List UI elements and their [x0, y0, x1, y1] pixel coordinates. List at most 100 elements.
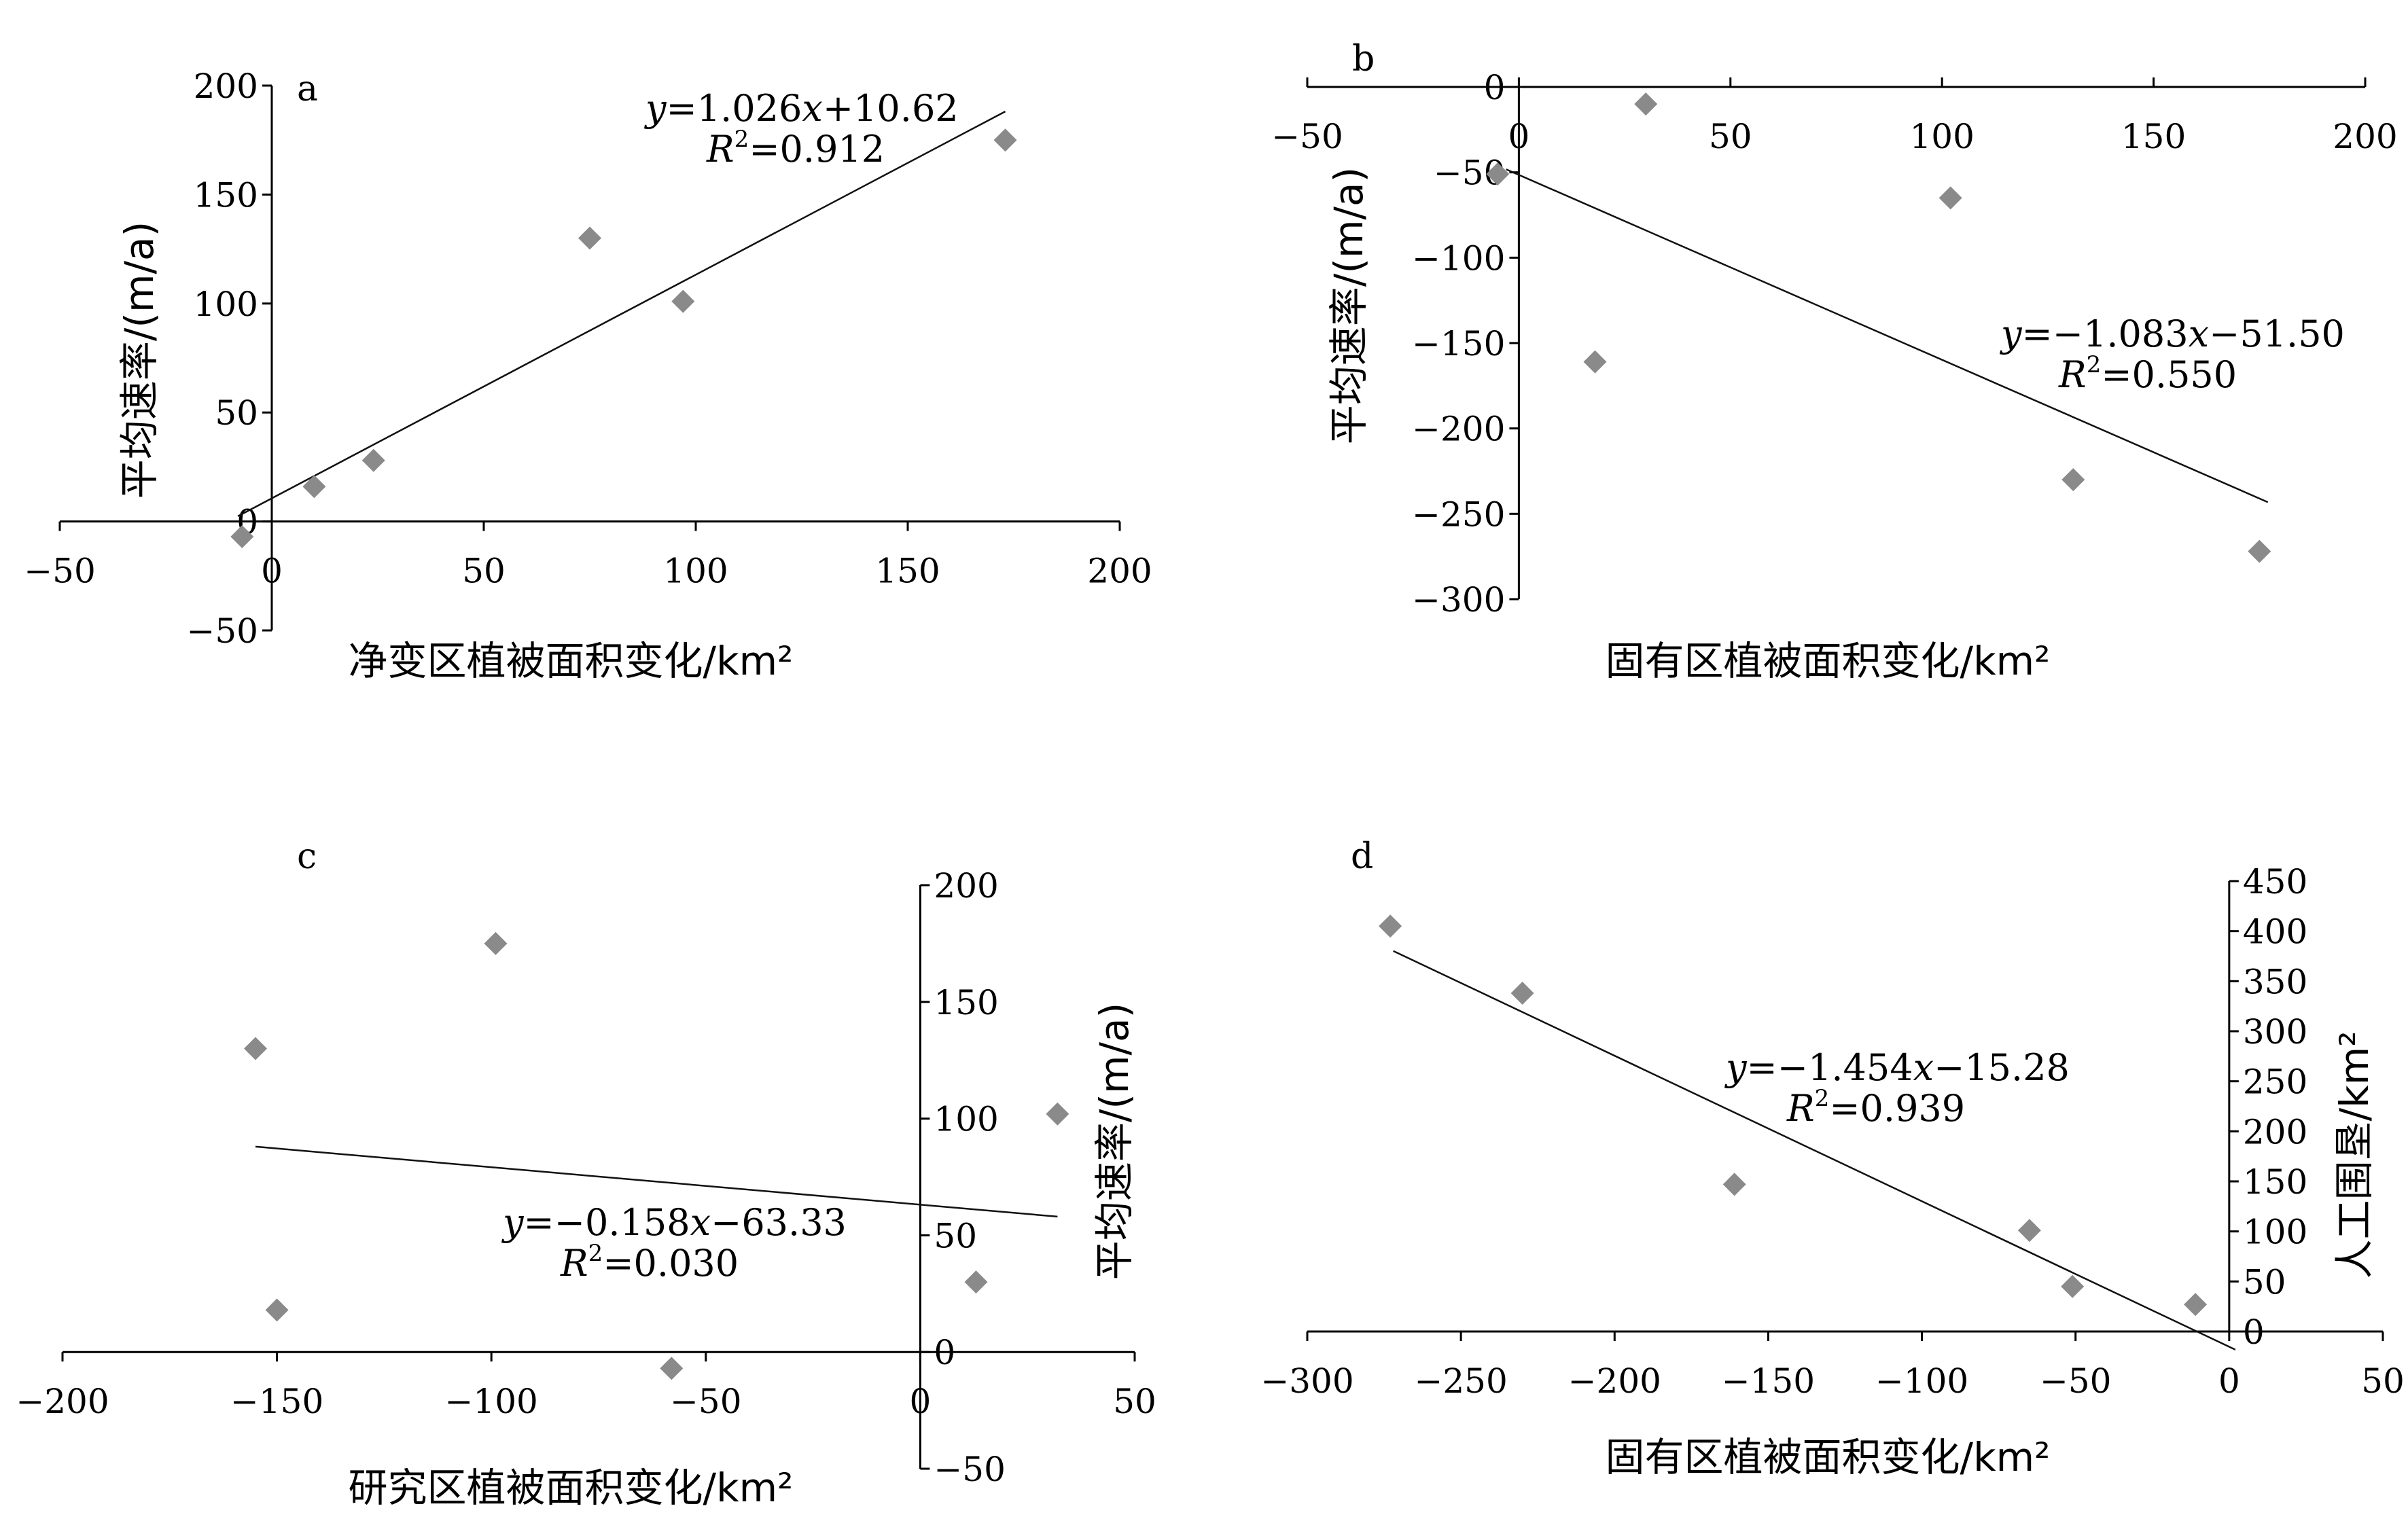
r2-sup: 2	[1815, 1085, 1830, 1112]
data-point	[1634, 92, 1658, 116]
x-tick-label: 0	[2218, 1361, 2240, 1401]
x-tick-label: 50	[2361, 1361, 2405, 1401]
x-tick-label: −50	[1271, 117, 1343, 156]
x-tick-label: −200	[16, 1382, 109, 1421]
y-tick-label: 350	[2243, 962, 2307, 1001]
x-tick-label: 100	[663, 552, 728, 591]
y-axis-title: 平均速率/(m/a)	[116, 221, 162, 499]
x-axis-title: 固有区植被面积变化/km²	[1606, 1434, 2051, 1480]
eq-x: x	[2189, 312, 2209, 355]
y-tick-label: 50	[934, 1216, 977, 1255]
x-tick-label: −300	[1260, 1361, 1353, 1401]
y-tick-label: 50	[215, 393, 258, 433]
y-axis-title: 平均速率/(m/a)	[1326, 167, 1372, 444]
panel-d: −300 −250 −200 −150 −100 −50 0 50 0 50 100 150 200 25…	[1260, 836, 2404, 1480]
eq-y: y	[2000, 312, 2023, 355]
eq-x: x	[1913, 1046, 1934, 1089]
x-tick-label: −100	[445, 1382, 538, 1421]
y-tick-label: 0	[2243, 1312, 2265, 1352]
data-point	[993, 128, 1017, 152]
r2-sup: 2	[588, 1240, 603, 1267]
y-tick-label: 100	[934, 1100, 998, 1139]
eq-intercept: −51.50	[2209, 312, 2345, 355]
data-point	[361, 448, 385, 472]
data-point	[1510, 982, 1534, 1005]
data-point	[660, 1357, 684, 1380]
data-point	[671, 289, 695, 313]
eq-x: x	[802, 87, 822, 130]
x-tick-label: 150	[2121, 117, 2186, 156]
y-tick-label: 200	[194, 67, 258, 106]
regression-line	[237, 111, 1006, 517]
x-tick-label: 200	[2333, 117, 2397, 156]
regression-line	[255, 1145, 1058, 1218]
y-tick-label: −50	[186, 611, 258, 651]
y-tick-label: 150	[934, 983, 998, 1022]
x-tick-label: 0	[909, 1382, 931, 1421]
eq-y: y	[644, 87, 667, 130]
y-tick-label: −100	[1412, 238, 1505, 278]
data-point	[244, 1037, 268, 1060]
regression-equation: y=1.026x+10.62	[644, 87, 959, 130]
x-tick-label: 50	[462, 552, 506, 591]
y-tick-label: −150	[1412, 324, 1505, 363]
x-axis-title: 固有区植被面积变化/km²	[1606, 638, 2051, 684]
y-tick-label: 200	[2243, 1112, 2307, 1151]
r2-r: R	[1786, 1087, 1815, 1130]
x-tick-label: −100	[1875, 1361, 1968, 1401]
r2-value: =0.912	[749, 128, 885, 171]
eq-y: y	[1724, 1046, 1748, 1089]
data-point	[1583, 350, 1607, 374]
y-tick-label: 0	[1484, 68, 1506, 107]
eq-x: x	[690, 1201, 711, 1244]
data-point	[1722, 1173, 1746, 1196]
data-point	[265, 1298, 289, 1322]
r-squared: R2=0.030	[560, 1240, 739, 1285]
x-axis-title: 研究区植被面积变化/km²	[349, 1465, 794, 1511]
panel-label: b	[1352, 39, 1375, 79]
eq-intercept: −15.28	[1934, 1046, 2070, 1089]
panel-label: a	[297, 69, 318, 109]
y-tick-label: 250	[2243, 1062, 2307, 1102]
eq-y: y	[501, 1201, 525, 1244]
regression-equation: y=−1.454x−15.28	[1724, 1046, 2070, 1089]
eq-coef: =−1.083	[2022, 312, 2189, 355]
data-point	[2017, 1219, 2041, 1243]
y-tick-label: 0	[934, 1333, 955, 1372]
x-tick-label: −50	[2040, 1361, 2112, 1401]
r2-r: R	[706, 128, 734, 171]
y-tick-label: 450	[2243, 862, 2307, 901]
r-squared: R2=0.912	[706, 126, 885, 171]
x-tick-label: −200	[1568, 1361, 1661, 1401]
r2-value: =0.939	[1829, 1087, 1965, 1130]
regression-equation: y=−1.083x−51.50	[2000, 312, 2345, 355]
y-tick-label: 50	[2243, 1262, 2286, 1302]
x-tick-label: −150	[1722, 1361, 1815, 1401]
data-point	[1938, 186, 1962, 210]
x-tick-label: 50	[1709, 117, 1752, 156]
data-point	[2248, 539, 2271, 563]
y-tick-label: 100	[194, 285, 258, 324]
eq-intercept: −63.33	[711, 1201, 847, 1244]
y-tick-label: 150	[194, 175, 258, 215]
y-tick-label: 300	[2243, 1012, 2307, 1052]
y-tick-label: 100	[2243, 1213, 2307, 1252]
data-point	[1046, 1102, 1069, 1126]
eq-coef: =1.026	[667, 87, 802, 130]
r-squared: R2=0.550	[2058, 351, 2237, 396]
x-tick-label: 100	[1909, 117, 1974, 156]
data-point	[578, 226, 601, 250]
regression-equation: y=−0.158x−63.33	[501, 1201, 847, 1244]
data-point	[302, 475, 326, 499]
r-squared: R2=0.939	[1786, 1085, 1965, 1130]
x-tick-label: −50	[670, 1382, 742, 1421]
y-axis-title: 平均速率/(m/a)	[1091, 1003, 1137, 1280]
eq-coef: =−0.158	[524, 1201, 690, 1244]
x-tick-label: −150	[230, 1382, 323, 1421]
r2-value: =0.550	[2101, 353, 2237, 396]
y-tick-label: 400	[2243, 912, 2307, 952]
panel-label: c	[297, 836, 317, 877]
y-tick-label: −200	[1412, 410, 1505, 449]
